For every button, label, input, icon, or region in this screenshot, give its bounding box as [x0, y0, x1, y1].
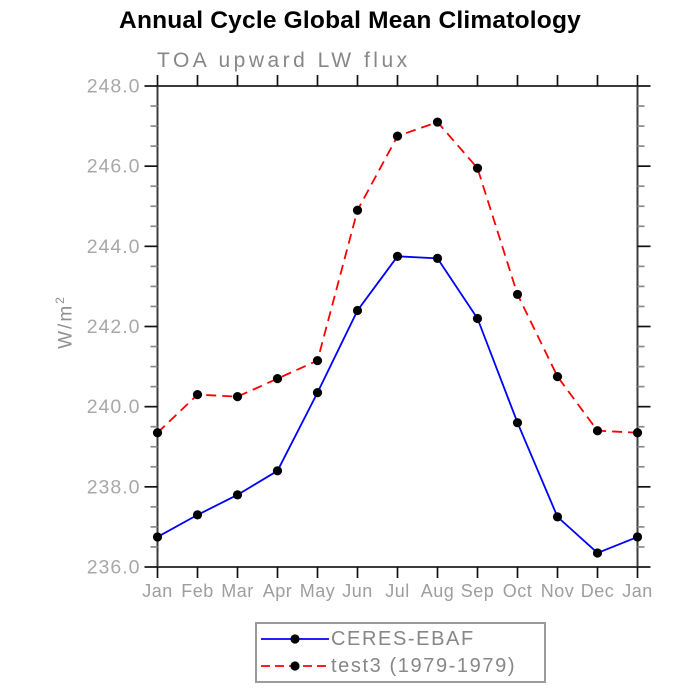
svg-text:Jul: Jul — [385, 581, 410, 601]
svg-text:Aug: Aug — [421, 581, 455, 601]
svg-text:Nov: Nov — [541, 581, 575, 601]
chart-title: Annual Cycle Global Mean Climatology — [119, 7, 581, 34]
svg-text:242.0: 242.0 — [87, 316, 141, 338]
svg-text:Mar: Mar — [221, 581, 254, 601]
svg-text:Sep: Sep — [461, 581, 495, 601]
legend-item-test3: test3 (1979-1979) — [257, 653, 544, 680]
svg-text:Feb: Feb — [181, 581, 214, 601]
x-axis-ticks: Jan Feb Mar Apr May Jun Jul Aug Sep Oct Nov Dec Jan — [142, 75, 653, 601]
svg-text:May: May — [300, 581, 336, 601]
svg-text:Jun: Jun — [342, 581, 373, 601]
svg-text:Dec: Dec — [581, 581, 615, 601]
svg-text:240.0: 240.0 — [87, 396, 141, 418]
axis-box — [156, 85, 639, 568]
chart-subtitle: TOA upward LW flux — [157, 49, 411, 72]
svg-text:Jan: Jan — [142, 581, 173, 601]
legend-label: test3 (1979-1979) — [331, 654, 517, 677]
legend: CERES-EBAF test3 (1979-1979) — [255, 622, 546, 683]
series-0 — [152, 251, 643, 558]
legend-item-ceres-ebaf: CERES-EBAF — [257, 626, 544, 653]
series-1 — [152, 117, 643, 438]
legend-line-sample-dashed — [261, 661, 329, 671]
svg-text:Apr: Apr — [263, 581, 293, 601]
svg-text:238.0: 238.0 — [87, 476, 141, 498]
svg-text:248.0: 248.0 — [87, 76, 141, 98]
y-axis-ticks: 236.0 238.0 240.0 242.0 244.0 246.0 248.0 — [87, 76, 651, 579]
svg-text:246.0: 246.0 — [87, 156, 141, 178]
svg-text:244.0: 244.0 — [87, 236, 141, 258]
legend-label: CERES-EBAF — [331, 627, 475, 650]
legend-line-sample-solid — [261, 634, 329, 644]
svg-text:Jan: Jan — [622, 581, 653, 601]
svg-text:236.0: 236.0 — [87, 557, 141, 579]
svg-text:Oct: Oct — [503, 581, 533, 601]
